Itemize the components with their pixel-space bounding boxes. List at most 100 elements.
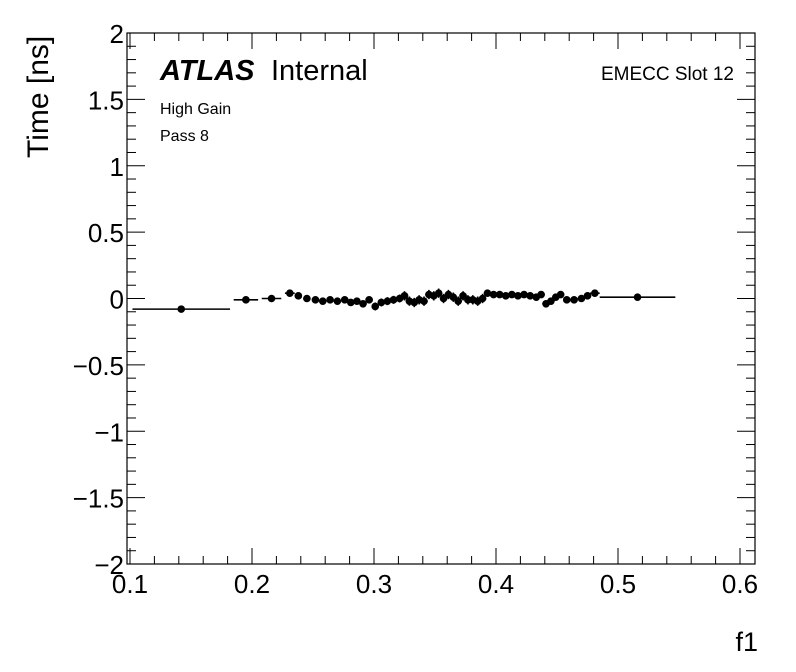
marker — [483, 289, 492, 297]
data-point — [333, 297, 342, 305]
data-point — [478, 293, 487, 304]
marker — [508, 290, 516, 299]
marker — [562, 296, 571, 304]
region-label: EMECC Slot 12 — [601, 64, 734, 85]
marker — [420, 297, 428, 305]
marker — [294, 292, 303, 300]
marker — [478, 294, 487, 303]
data-point — [583, 292, 592, 300]
x-tick-label: 0.4 — [478, 569, 514, 599]
data-point — [284, 289, 295, 297]
marker — [591, 289, 599, 297]
data-point — [377, 298, 386, 307]
y-tick-label: 0.5 — [88, 218, 124, 248]
marker — [495, 290, 504, 299]
data-point — [347, 298, 355, 307]
plot-frame — [126, 32, 756, 565]
y-tick-label: −1 — [94, 417, 124, 447]
data-point — [520, 290, 528, 299]
data-point — [233, 296, 259, 304]
x-tick-label: 0.1 — [112, 569, 148, 599]
marker — [311, 296, 320, 304]
marker — [501, 292, 510, 300]
x-tick-label: 0.2 — [234, 569, 270, 599]
x-tick-label: 0.6 — [722, 569, 758, 599]
data-point — [514, 292, 522, 300]
marker — [383, 297, 392, 305]
data-point — [359, 300, 367, 308]
data-point — [589, 289, 600, 297]
marker — [318, 297, 327, 305]
marker — [389, 296, 398, 304]
data-points — [132, 288, 676, 313]
data-point — [389, 295, 398, 304]
marker — [303, 294, 311, 303]
axis-ticks — [127, 32, 755, 565]
marker — [365, 296, 373, 304]
data-point — [495, 290, 504, 299]
data-point — [294, 292, 303, 300]
y-tick-label: −0.5 — [73, 351, 124, 381]
internal-label: Internal — [271, 55, 368, 87]
data-point — [434, 288, 443, 298]
marker — [514, 292, 522, 300]
marker — [434, 289, 443, 297]
marker — [353, 297, 361, 305]
data-point — [599, 293, 676, 301]
tick-labels: 0.1 0.2 0.3 0.4 0.5 0.6 2 1.5 1 0.5 0 −0.5 −1 −1.5 −2 — [73, 19, 758, 599]
data-point — [132, 305, 231, 313]
data-point — [311, 296, 320, 304]
marker — [177, 305, 186, 313]
marker — [326, 296, 334, 304]
x-tick-label: 0.5 — [600, 569, 636, 599]
data-point — [371, 302, 380, 311]
y-tick-label: 2 — [110, 19, 124, 49]
marker — [242, 296, 250, 304]
y-axis-label: Time [ns] — [22, 36, 55, 158]
data-point — [577, 294, 586, 303]
y-tick-label: 1 — [110, 152, 124, 182]
data-point — [303, 294, 311, 303]
data-point — [526, 292, 534, 300]
y-tick-label: −2 — [94, 550, 124, 580]
data-point — [556, 290, 565, 299]
data-point — [383, 297, 392, 306]
atlas-label: ATLAS — [159, 55, 255, 87]
data-point — [420, 296, 428, 306]
x-tick-label: 0.3 — [356, 569, 392, 599]
data-point — [570, 296, 578, 304]
marker — [267, 294, 276, 303]
marker — [377, 298, 386, 307]
data-point — [508, 290, 516, 299]
marker — [633, 293, 642, 301]
data-point — [483, 289, 492, 297]
marker — [359, 300, 367, 308]
marker — [583, 292, 592, 300]
pass-label: Pass 8 — [160, 128, 209, 145]
data-point — [400, 291, 409, 301]
marker — [577, 294, 586, 303]
data-point — [537, 290, 545, 299]
data-point — [454, 296, 462, 306]
marker — [556, 290, 565, 299]
x-axis-label: f1 — [735, 627, 758, 657]
marker — [371, 302, 380, 311]
marker — [340, 296, 349, 304]
y-tick-label: −1.5 — [73, 484, 124, 514]
data-point — [501, 292, 510, 300]
y-tick-label: 1.5 — [88, 85, 124, 115]
marker — [537, 290, 545, 299]
y-tick-label: 0 — [110, 285, 124, 315]
marker — [400, 292, 409, 300]
marker — [570, 296, 578, 304]
data-point — [261, 294, 282, 303]
data-point — [562, 296, 571, 304]
marker — [286, 289, 294, 297]
data-point — [318, 297, 327, 305]
marker — [520, 290, 528, 299]
data-point — [340, 296, 349, 304]
gain-label: High Gain — [160, 101, 231, 118]
marker — [526, 292, 534, 300]
marker — [347, 298, 355, 307]
